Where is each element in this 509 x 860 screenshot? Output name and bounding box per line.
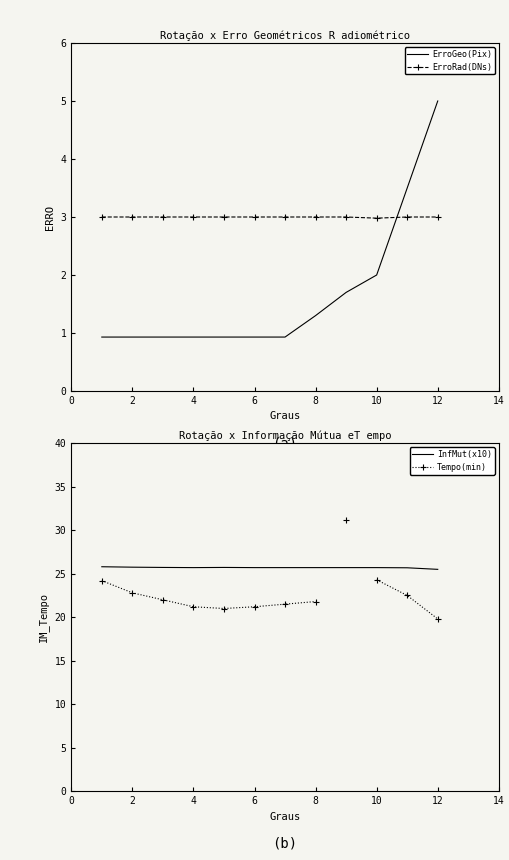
Y-axis label: IM_Tempo: IM_Tempo: [38, 593, 49, 642]
InfMut(x10): [282, 562, 288, 573]
ErroGeo(Pix): [435, 95, 441, 106]
InfMut(x10): [129, 562, 135, 573]
X-axis label: Graus: Graus: [269, 411, 301, 421]
ErroRad(DNs): [129, 212, 135, 222]
ErroRad(DNs): [160, 212, 166, 222]
Tempo(min): [190, 602, 196, 612]
InfMut(x10): [160, 562, 166, 573]
Line: Tempo(min): Tempo(min): [99, 578, 318, 611]
InfMut(x10): [190, 562, 196, 573]
ErroGeo(Pix): [313, 310, 319, 321]
Tempo(min): [251, 602, 258, 612]
InfMut(x10): [374, 562, 380, 573]
Title: Rotação x Informação Mútua eT empo: Rotação x Informação Mútua eT empo: [179, 431, 391, 441]
ErroRad(DNs): [221, 212, 227, 222]
ErroGeo(Pix): [282, 332, 288, 342]
Legend: InfMut(x10), Tempo(min): InfMut(x10), Tempo(min): [410, 447, 495, 475]
ErroRad(DNs): [404, 212, 410, 222]
InfMut(x10): [99, 562, 105, 572]
ErroGeo(Pix): [129, 332, 135, 342]
ErroRad(DNs): [282, 212, 288, 222]
Tempo(min): [221, 604, 227, 614]
Text: (a): (a): [272, 436, 298, 451]
ErroGeo(Pix): [251, 332, 258, 342]
Tempo(min): [282, 599, 288, 610]
Tempo(min): [313, 596, 319, 606]
Line: InfMut(x10): InfMut(x10): [102, 567, 438, 569]
ErroRad(DNs): [435, 212, 441, 222]
ErroGeo(Pix): [99, 332, 105, 342]
Y-axis label: ERRO: ERRO: [45, 205, 55, 230]
Title: Rotação x Erro Geométricos R adiométrico: Rotação x Erro Geométricos R adiométrico: [160, 30, 410, 40]
InfMut(x10): [251, 562, 258, 573]
ErroGeo(Pix): [160, 332, 166, 342]
Legend: ErroGeo(Pix), ErroRad(DNs): ErroGeo(Pix), ErroRad(DNs): [405, 47, 495, 74]
Text: (b): (b): [272, 837, 298, 851]
Tempo(min): [160, 594, 166, 605]
ErroGeo(Pix): [374, 270, 380, 280]
ErroGeo(Pix): [190, 332, 196, 342]
InfMut(x10): [221, 562, 227, 573]
InfMut(x10): [313, 562, 319, 573]
ErroRad(DNs): [190, 212, 196, 222]
InfMut(x10): [404, 562, 410, 573]
ErroRad(DNs): [343, 212, 349, 222]
ErroRad(DNs): [251, 212, 258, 222]
ErroRad(DNs): [313, 212, 319, 222]
Line: ErroRad(DNs): ErroRad(DNs): [99, 214, 440, 221]
X-axis label: Graus: Graus: [269, 812, 301, 821]
Line: ErroGeo(Pix): ErroGeo(Pix): [102, 101, 438, 337]
InfMut(x10): [435, 564, 441, 574]
ErroGeo(Pix): [221, 332, 227, 342]
Tempo(min): [129, 587, 135, 598]
ErroGeo(Pix): [343, 287, 349, 298]
ErroGeo(Pix): [404, 183, 410, 194]
ErroRad(DNs): [99, 212, 105, 222]
ErroRad(DNs): [374, 213, 380, 224]
Tempo(min): [99, 575, 105, 586]
